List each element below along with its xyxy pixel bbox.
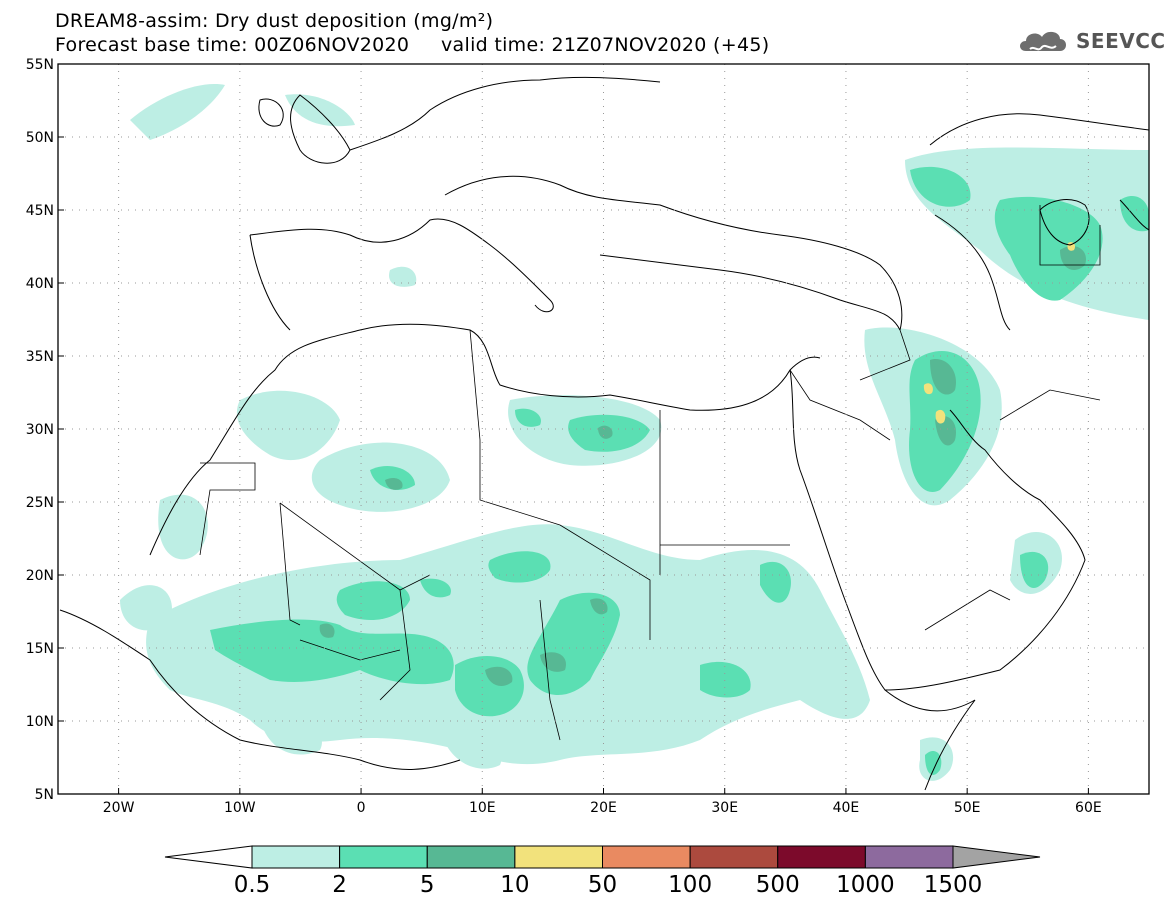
- cloud-logo-icon: [1020, 31, 1066, 51]
- colorbar-label: 50: [588, 872, 617, 898]
- country-borders: [199, 205, 1101, 741]
- colorbar-label: 1500: [924, 872, 983, 898]
- colorbar-over-arrow: [952, 845, 1041, 869]
- colorbar: 0.5 2 5 10 50 100 500 1000 1500: [164, 845, 1041, 898]
- colorbar-label: 10: [500, 872, 529, 898]
- lat-tick-label: 25N: [26, 495, 54, 511]
- longitude-axis: 20W 10W 0 10E 20E 30E 40E 50E 60E: [103, 788, 1102, 816]
- lon-tick-label: 10W: [224, 800, 256, 816]
- deposition-contours: [120, 84, 1149, 781]
- colorbar-under-arrow: [164, 845, 253, 869]
- lat-tick-label: 20N: [26, 568, 54, 584]
- lat-tick-label: 55N: [26, 57, 54, 73]
- lat-tick-label: 40N: [26, 276, 54, 292]
- seevccc-logo: SEEVCCC: [1016, 24, 1165, 58]
- colorbar-swatch: [777, 845, 866, 869]
- colorbar-swatch: [514, 845, 603, 869]
- colorbar-swatch: [602, 845, 691, 869]
- lat-tick-label: 35N: [26, 349, 54, 365]
- lat-tick-label: 50N: [26, 130, 54, 146]
- colorbar-label: 100: [668, 872, 712, 898]
- valid-time-label: valid time: 21Z07NOV2020 (+45): [441, 34, 770, 56]
- lat-tick-label: 5N: [35, 787, 54, 803]
- map-title: DREAM8-assim: Dry dust deposition (mg/m²…: [55, 10, 494, 32]
- lon-tick-label: 60E: [1075, 800, 1102, 816]
- logo-text: SEEVCCC: [1076, 29, 1165, 53]
- colorbar-label: 500: [756, 872, 800, 898]
- colorbar-label: 2: [332, 872, 347, 898]
- lon-tick-label: 30E: [711, 800, 738, 816]
- map-grid: [58, 63, 1149, 795]
- lon-tick-label: 40E: [833, 800, 860, 816]
- lon-tick-label: 20W: [103, 800, 135, 816]
- lon-tick-label: 0: [357, 800, 366, 816]
- latitude-axis: 55N 50N 45N 40N 35N 30N 25N 20N 15N 10N 5N: [26, 57, 64, 803]
- base-time-label: Forecast base time: 00Z06NOV2020: [55, 34, 410, 56]
- colorbar-label: 5: [420, 872, 435, 898]
- lon-tick-label: 20E: [590, 800, 617, 816]
- colorbar-swatch: [251, 845, 341, 869]
- lon-tick-label: 50E: [954, 800, 981, 816]
- colorbar-swatch: [864, 845, 954, 869]
- colorbar-swatch: [426, 845, 516, 869]
- lat-tick-label: 15N: [26, 641, 54, 657]
- colorbar-swatch: [339, 845, 428, 869]
- coastlines: [59, 76, 1149, 791]
- colorbar-label: 1000: [836, 872, 895, 898]
- colorbar-label: 0.5: [234, 872, 271, 898]
- lat-tick-label: 10N: [26, 714, 54, 730]
- map-subtitle: Forecast base time: 00Z06NOV2020 valid t…: [55, 34, 769, 56]
- lat-tick-label: 45N: [26, 203, 54, 219]
- colorbar-swatch: [689, 845, 779, 869]
- lat-tick-label: 30N: [26, 422, 54, 438]
- lon-tick-label: 10E: [469, 800, 496, 816]
